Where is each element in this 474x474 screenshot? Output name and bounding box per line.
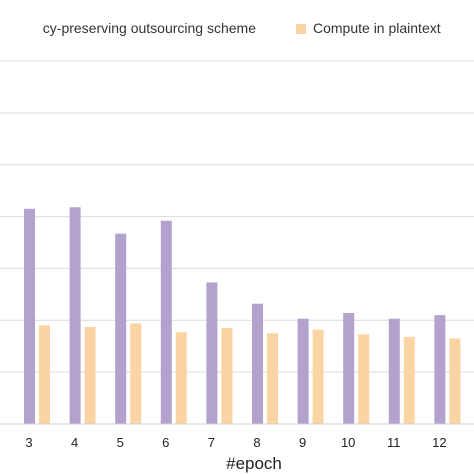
bar-series-2-epoch-11 <box>403 336 415 424</box>
x-tick-labels: 345678910111213 <box>25 435 446 450</box>
x-tick-label: 8 <box>253 435 260 450</box>
legend-swatch-series-2 <box>296 24 306 34</box>
x-tick-label: 12 <box>432 435 446 450</box>
legend-label-series-2: Compute in plaintext <box>313 20 441 36</box>
x-axis-label: #epoch <box>226 454 282 473</box>
bar-series-2-epoch-7 <box>221 328 233 424</box>
bar-series-2-epoch-6 <box>175 332 187 424</box>
bar-series-1-epoch-12 <box>434 315 446 424</box>
legend: cy-preserving outsourcing scheme Compute… <box>43 20 441 36</box>
bar-series-1-epoch-5 <box>115 233 127 424</box>
x-tick-label: 7 <box>208 435 215 450</box>
x-tick-label: 6 <box>162 435 169 450</box>
bar-series-1-epoch-6 <box>160 220 172 424</box>
bar-series-2-epoch-5 <box>130 323 142 424</box>
bar-series-1-epoch-3 <box>24 208 35 424</box>
bar-series-1-epoch-8 <box>252 303 263 424</box>
bar-series-1-epoch-9 <box>297 318 309 424</box>
x-tick-label: 4 <box>71 435 78 450</box>
x-tick-label: 9 <box>299 435 306 450</box>
bar-series-2-epoch-8 <box>267 333 278 424</box>
bar-series-2-epoch-10 <box>358 334 370 424</box>
bar-series-2-epoch-3 <box>39 325 50 424</box>
x-tick-label: 3 <box>25 435 32 450</box>
bar-series-1-epoch-10 <box>343 313 355 424</box>
x-tick-label: 5 <box>117 435 124 450</box>
bars <box>24 207 461 424</box>
bar-series-1-epoch-7 <box>206 282 218 424</box>
bar-series-2-epoch-9 <box>312 329 324 424</box>
bar-series-2-epoch-4 <box>84 327 96 424</box>
bar-series-1-epoch-4 <box>69 207 81 424</box>
bar-series-2-epoch-12 <box>449 338 461 424</box>
x-tick-label: 10 <box>341 435 355 450</box>
legend-label-series-1: cy-preserving outsourcing scheme <box>43 20 256 36</box>
x-tick-label: 11 <box>387 435 401 450</box>
bar-series-1-epoch-11 <box>388 318 400 424</box>
